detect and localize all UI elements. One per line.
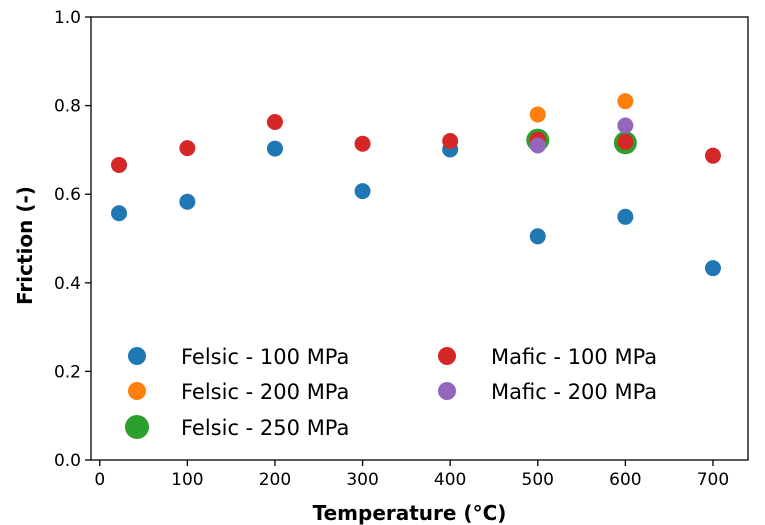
legend: Felsic - 100 MPa Felsic - 200 MPa Felsic -… (125, 345, 657, 440)
data-point-s0-6 (617, 208, 634, 225)
x-tick-label: 700 (697, 470, 729, 490)
x-tick-label: 300 (346, 470, 378, 490)
legend-label: Felsic - 100 MPa (181, 345, 349, 369)
plot-frame (90, 16, 749, 461)
data-point-s0-5 (529, 228, 546, 245)
data-point-s3-2 (266, 113, 283, 130)
x-tick-label: 600 (609, 470, 641, 490)
y-axis-title: Friction (-) (13, 186, 37, 305)
y-tick-label: 0.4 (54, 274, 81, 294)
legend-label: Felsic - 200 MPa (181, 380, 349, 404)
x-tick-label: 200 (259, 470, 291, 490)
data-point-s3-3 (354, 135, 371, 152)
data-point-s3-4 (442, 133, 459, 150)
x-tick-label: 500 (522, 470, 554, 490)
x-tick-label: 400 (434, 470, 466, 490)
data-point-s0-2 (266, 140, 283, 157)
y-tick-label: 0.8 (54, 97, 81, 117)
data-point-s3-1 (179, 140, 196, 157)
legend-marker (128, 382, 146, 400)
legend-label: Mafic - 200 MPa (491, 380, 657, 404)
legend-label: Felsic - 250 MPa (181, 416, 349, 440)
y-tick-label: 0.0 (54, 451, 81, 471)
y-tick-label: 0.6 (54, 185, 81, 205)
y-tick-label: 1.0 (54, 8, 81, 28)
data-point-s0-0 (111, 205, 128, 222)
data-point-s0-7 (704, 260, 721, 277)
data-point-s0-3 (354, 183, 371, 200)
data-point-s3-0 (111, 156, 128, 173)
data-point-s0-1 (179, 193, 196, 210)
legend-marker (438, 347, 456, 365)
data-point-s3-7 (704, 147, 721, 164)
data-point-s4-0 (529, 137, 546, 154)
legend-label: Mafic - 100 MPa (491, 345, 657, 369)
legend-marker (128, 347, 146, 365)
data-point-s1-1 (617, 93, 634, 110)
data-point-s1-0 (529, 106, 546, 123)
legend-marker (438, 382, 456, 400)
x-tick-label: 100 (171, 470, 203, 490)
x-tick-label: 0 (94, 470, 105, 490)
data-layer (111, 93, 721, 277)
data-point-s4-1 (617, 117, 634, 134)
data-point-s3-6 (617, 133, 634, 150)
x-axis-title: Temperature (°C) (313, 501, 507, 525)
axes-layer: 0 100 200 300 400 500 600 700 0.0 0.2 0.4 0.6 0.8 1.0… (13, 8, 749, 525)
y-tick-label: 0.2 (54, 362, 81, 382)
legend-marker (125, 415, 149, 439)
